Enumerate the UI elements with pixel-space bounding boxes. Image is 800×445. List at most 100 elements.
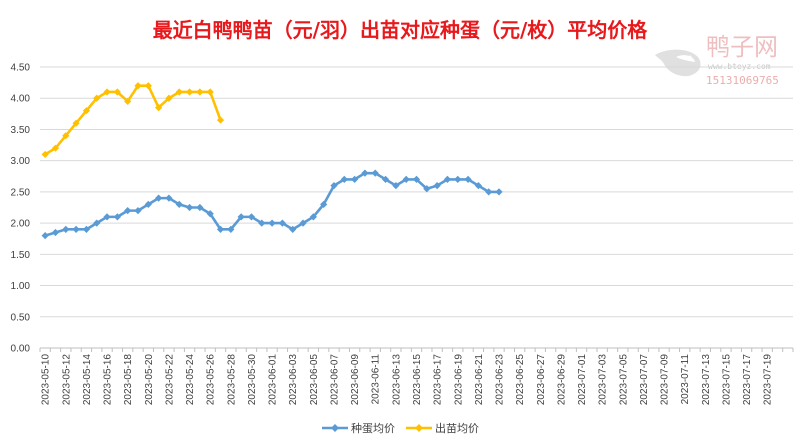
data-point [103,213,111,221]
data-point [93,94,101,102]
data-point [82,225,91,233]
data-point [113,88,121,96]
data-point [237,213,245,221]
x-tick-label: 2023-06-11 [371,354,382,405]
data-point [371,169,379,177]
x-tick-label: 2023-05-30 [247,354,258,406]
data-point [155,103,163,112]
x-tick-label: 2023-05-12 [61,354,72,406]
x-tick-label: 2023-06-07 [329,354,340,406]
data-point [196,88,204,96]
data-point [175,200,183,208]
data-point [185,203,194,212]
data-point [258,219,266,227]
data-point [144,82,152,90]
y-tick-label: 3.50 [11,125,31,136]
x-axis-tick-labels: 2023-05-10 2023-05-12 2023-05-14 2023-05-16… [41,354,774,406]
data-point [320,200,328,208]
x-tick-label: 2023-07-15 [721,354,732,406]
data-point [495,188,503,196]
watermark-phone: 15131069765 [706,74,779,87]
data-point [340,175,348,183]
data-point [216,116,225,124]
data-point [361,169,369,177]
x-tick-label: 2023-05-26 [206,354,217,406]
data-point [206,210,214,218]
data-point [62,225,70,233]
series-layer [41,82,503,240]
data-point [433,182,441,190]
legend-label-chick: 出苗均价 [435,421,479,435]
data-point [103,88,111,96]
x-tick-label: 2023-07-07 [639,354,650,406]
gridlines [40,66,793,318]
data-point [196,203,204,212]
data-point [165,94,173,102]
y-tick-label: 0.50 [11,312,31,323]
x-tick-label: 2023-06-01 [268,354,279,406]
x-tick-label: 2023-05-22 [164,354,175,406]
data-point [144,200,152,208]
legend-marker-chick [415,424,423,432]
y-axis-tick-labels: 0.00 0.50 1.00 1.50 2.00 2.50 3.00 3.50 4.00 4.50 [11,63,31,355]
data-point [351,175,359,183]
legend-item-egg: 种蛋均价 [322,421,395,435]
x-tick-label: 2023-06-19 [453,354,464,406]
x-tick-label: 2023-06-25 [515,354,526,406]
data-point [402,175,410,183]
data-point [474,182,482,190]
y-tick-label: 0.00 [11,344,31,355]
data-point [268,219,276,227]
legend-label-egg: 种蛋均价 [351,421,395,435]
data-point [216,225,225,233]
duck-logo-icon [655,49,701,77]
data-point [155,194,163,202]
series-0 [41,169,503,240]
x-tick-label: 2023-07-03 [598,354,609,406]
series-1 [41,82,225,159]
data-point [443,175,452,183]
legend: 种蛋均价 出苗均价 [322,421,479,435]
x-tick-label: 2023-05-16 [103,354,114,406]
data-point [93,219,101,227]
y-tick-label: 2.00 [11,219,31,230]
y-tick-label: 2.50 [11,187,31,198]
data-point [113,213,121,221]
x-tick-label: 2023-05-24 [185,354,196,406]
x-tick-label: 2023-06-29 [556,354,567,406]
data-point [185,88,194,96]
x-axis-tick-marks [39,348,794,352]
data-point [381,175,390,183]
data-point [206,88,214,96]
data-point [62,132,70,140]
data-point [423,185,431,193]
x-tick-label: 2023-07-13 [701,354,712,406]
data-point [278,219,287,227]
legend-marker-egg [331,424,339,432]
data-point [330,182,338,190]
x-tick-label: 2023-06-23 [495,354,506,406]
x-tick-label: 2023-07-11 [680,354,691,405]
data-point [134,207,142,215]
x-tick-label: 2023-05-20 [144,354,155,406]
x-tick-label: 2023-06-03 [288,354,299,406]
data-point [289,225,297,233]
data-point [51,228,60,237]
x-tick-label: 2023-07-09 [660,354,671,406]
data-point [485,188,493,196]
data-point [72,225,80,233]
x-tick-label: 2023-06-15 [412,354,423,406]
chart-title: 最近白鸭鸭苗（元/羽）出苗对应种蛋（元/枚）平均价格 [153,18,649,42]
x-tick-label: 2023-07-05 [618,354,629,406]
data-point [72,119,80,127]
data-point [412,175,421,183]
data-point [41,232,49,240]
data-point [41,150,49,159]
x-tick-label: 2023-06-09 [350,354,361,406]
data-point [227,225,235,233]
data-point [299,219,307,227]
x-tick-label: 2023-06-27 [536,354,547,406]
data-point [247,213,256,221]
